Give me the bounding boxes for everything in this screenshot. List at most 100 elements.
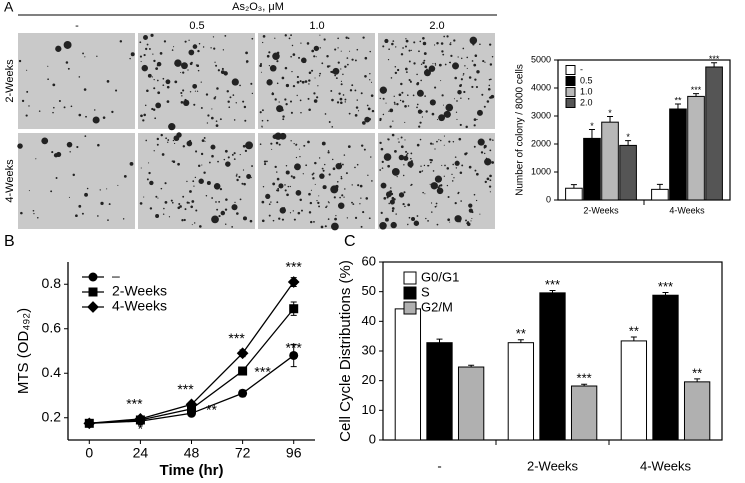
- colony: [268, 214, 271, 217]
- colony: [191, 200, 195, 203]
- colony: [394, 103, 396, 105]
- colony: [206, 181, 211, 186]
- colony: [261, 109, 264, 112]
- colony: [427, 165, 429, 167]
- colony: [244, 119, 247, 122]
- x-tick-label: 4-Weeks: [640, 458, 692, 473]
- colony: [245, 60, 249, 63]
- colony: [393, 95, 395, 97]
- colony: [259, 64, 262, 68]
- colony: [343, 196, 345, 198]
- colony: [313, 55, 316, 58]
- colony: [382, 113, 385, 116]
- colony: [69, 151, 71, 153]
- colony: [437, 186, 440, 189]
- colony: [441, 50, 444, 53]
- colony: [68, 196, 70, 198]
- micrograph: [18, 33, 135, 129]
- row-label: 4-Weeks: [4, 159, 16, 203]
- y-tick-label: 5000: [531, 54, 551, 64]
- colony: [260, 62, 263, 65]
- colony: [291, 70, 293, 73]
- colony: [41, 137, 49, 145]
- colony: [228, 106, 231, 109]
- colony: [298, 148, 300, 150]
- colony: [250, 177, 252, 179]
- colony: [203, 137, 206, 139]
- colony: [305, 164, 308, 167]
- colony: [346, 63, 349, 66]
- colony: [331, 126, 334, 128]
- colony: [233, 152, 236, 155]
- colony: [52, 111, 54, 114]
- colony: [211, 215, 219, 224]
- colony: [319, 72, 322, 75]
- colony: [425, 217, 427, 220]
- colony: [174, 59, 182, 67]
- colony: [489, 191, 491, 193]
- colony: [341, 163, 344, 166]
- colony: [300, 42, 302, 44]
- colony: [473, 118, 477, 121]
- colony: [461, 164, 464, 167]
- colony: [18, 59, 22, 63]
- legend-swatch: [565, 87, 576, 97]
- colony: [312, 177, 315, 180]
- colony: [482, 60, 485, 63]
- colony: [419, 40, 422, 43]
- colony: [242, 169, 245, 171]
- error-bar: [581, 383, 588, 387]
- x-axis-label: Time (hr): [160, 462, 224, 479]
- error-bar: [588, 128, 595, 139]
- colony: [481, 93, 484, 96]
- colony: [182, 195, 185, 198]
- colony: [261, 200, 265, 204]
- colony: [356, 48, 359, 51]
- significance: ***: [177, 381, 194, 397]
- colony: [489, 63, 493, 66]
- colony: [272, 182, 276, 186]
- colony: [239, 198, 242, 201]
- colony: [319, 173, 325, 179]
- significance: *: [608, 108, 612, 118]
- colony: [139, 55, 143, 58]
- colony: [176, 134, 178, 136]
- colony: [326, 65, 330, 68]
- colony: [385, 217, 389, 222]
- colony: [362, 211, 365, 214]
- colony: [322, 169, 325, 172]
- colony: [76, 145, 79, 149]
- colony: [474, 78, 477, 81]
- x-tick-label: 4-Weeks: [669, 205, 705, 215]
- colony: [202, 46, 205, 48]
- y-tick-label: 0.4: [42, 364, 62, 380]
- colony: [92, 116, 100, 124]
- colony: [179, 205, 182, 208]
- colony: [312, 172, 315, 175]
- colony: [299, 156, 301, 158]
- colony: [270, 201, 272, 203]
- colony: [420, 79, 422, 82]
- colony: [423, 52, 427, 55]
- colony: [297, 211, 301, 215]
- colony: [397, 68, 400, 72]
- colony: [318, 205, 321, 208]
- colony: [281, 108, 284, 112]
- colony: [320, 225, 324, 229]
- colony: [308, 108, 311, 112]
- colony: [184, 98, 187, 102]
- colony: [490, 94, 495, 99]
- colony: [346, 217, 349, 219]
- colony: [269, 64, 277, 72]
- colony: [264, 163, 267, 166]
- colony: [223, 158, 226, 161]
- colony: [295, 190, 302, 196]
- dose-label: 2.0: [429, 20, 444, 32]
- colony: [286, 193, 289, 197]
- colony: [394, 150, 397, 153]
- colony: [188, 202, 190, 204]
- colony: [489, 138, 492, 141]
- colony: [200, 106, 203, 109]
- colony: [464, 65, 466, 67]
- x-tick-label: 48: [184, 445, 200, 461]
